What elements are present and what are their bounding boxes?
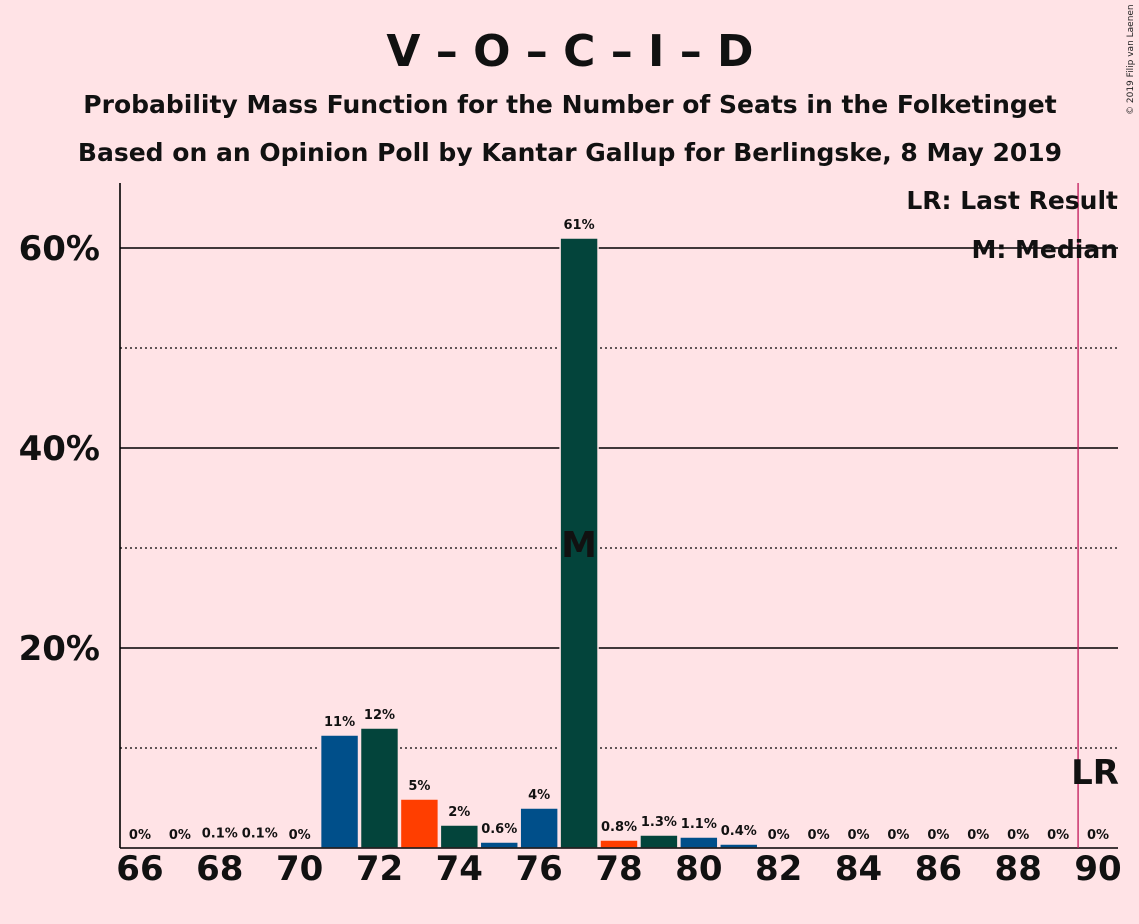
value-label-88: 0% bbox=[1007, 828, 1029, 843]
value-label-90: 0% bbox=[1087, 828, 1109, 843]
value-label-84: 0% bbox=[847, 828, 869, 843]
chart-subtitle-2: Based on an Opinion Poll by Kantar Gallu… bbox=[78, 138, 1062, 167]
legend-median: M: Median bbox=[971, 235, 1118, 264]
value-label-83: 0% bbox=[808, 828, 830, 843]
x-tick-90: 90 bbox=[1074, 849, 1121, 889]
value-label-86: 0% bbox=[927, 828, 949, 843]
value-label-85: 0% bbox=[887, 828, 909, 843]
x-tick-84: 84 bbox=[835, 849, 882, 889]
value-label-82: 0% bbox=[768, 828, 790, 843]
bar-74 bbox=[439, 824, 480, 849]
legend-last-result: LR: Last Result bbox=[906, 186, 1118, 215]
bar-76 bbox=[519, 807, 559, 849]
bar-75 bbox=[479, 841, 519, 849]
x-tick-70: 70 bbox=[276, 849, 323, 889]
y-tick-40: 40% bbox=[19, 429, 100, 469]
value-label-74: 2% bbox=[448, 805, 470, 820]
value-label-79: 1.3% bbox=[641, 815, 677, 830]
last-result-marker: LR bbox=[1071, 753, 1119, 793]
x-tick-82: 82 bbox=[755, 849, 802, 889]
x-tick-88: 88 bbox=[995, 849, 1042, 889]
bar-78 bbox=[599, 839, 639, 849]
y-tick-60: 60% bbox=[19, 229, 100, 269]
x-tick-66: 66 bbox=[116, 849, 163, 889]
value-label-89: 0% bbox=[1047, 828, 1069, 843]
value-label-87: 0% bbox=[967, 828, 989, 843]
chart-title: V – O – C – I – D bbox=[386, 26, 753, 77]
bar-80 bbox=[679, 836, 719, 849]
chart-subtitle: Probability Mass Function for the Number… bbox=[83, 90, 1056, 119]
value-label-66: 0% bbox=[129, 828, 151, 843]
copyright-note: © 2019 Filip van Laenen bbox=[1126, 4, 1136, 115]
x-tick-72: 72 bbox=[356, 849, 403, 889]
y-tick-labels: 20% 40% 60% bbox=[19, 229, 100, 669]
value-label-77: 61% bbox=[564, 218, 595, 233]
grid-lines bbox=[120, 247, 1118, 749]
value-label-70: 0% bbox=[289, 828, 311, 843]
value-label-78: 0.8% bbox=[601, 820, 637, 835]
x-tick-80: 80 bbox=[675, 849, 722, 889]
bar-79 bbox=[639, 834, 679, 849]
value-label-67: 0% bbox=[169, 828, 191, 843]
axes bbox=[119, 183, 1118, 849]
x-tick-78: 78 bbox=[595, 849, 642, 889]
value-label-81: 0.4% bbox=[721, 824, 757, 839]
x-tick-68: 68 bbox=[196, 849, 243, 889]
overlay: M LR bbox=[561, 183, 1119, 848]
y-tick-20: 20% bbox=[19, 629, 100, 669]
value-label-76: 4% bbox=[528, 788, 550, 803]
bar-73 bbox=[399, 798, 440, 849]
value-label-69: 0.1% bbox=[242, 827, 278, 842]
x-tick-76: 76 bbox=[515, 849, 562, 889]
bar-71 bbox=[319, 734, 360, 849]
value-label-75: 0.6% bbox=[481, 822, 517, 837]
value-label-80: 1.1% bbox=[681, 817, 717, 832]
x-tick-74: 74 bbox=[436, 849, 483, 889]
value-label-71: 11% bbox=[324, 715, 355, 730]
value-label-73: 5% bbox=[408, 779, 430, 794]
value-label-68: 0.1% bbox=[202, 827, 238, 842]
value-label-72: 12% bbox=[364, 708, 395, 723]
bar-72 bbox=[359, 727, 400, 849]
bars bbox=[200, 237, 759, 849]
x-tick-86: 86 bbox=[915, 849, 962, 889]
value-labels: 0% 0% 0.1% 0.1% 0% 11% 12% 5% 2% 0.6% 4% 61% 0.8% 1.3… bbox=[129, 218, 1109, 843]
x-tick-labels: 66 68 70 72 74 76 78 80 82 84 86 88 90 bbox=[116, 849, 1121, 889]
median-marker: M bbox=[561, 525, 597, 566]
